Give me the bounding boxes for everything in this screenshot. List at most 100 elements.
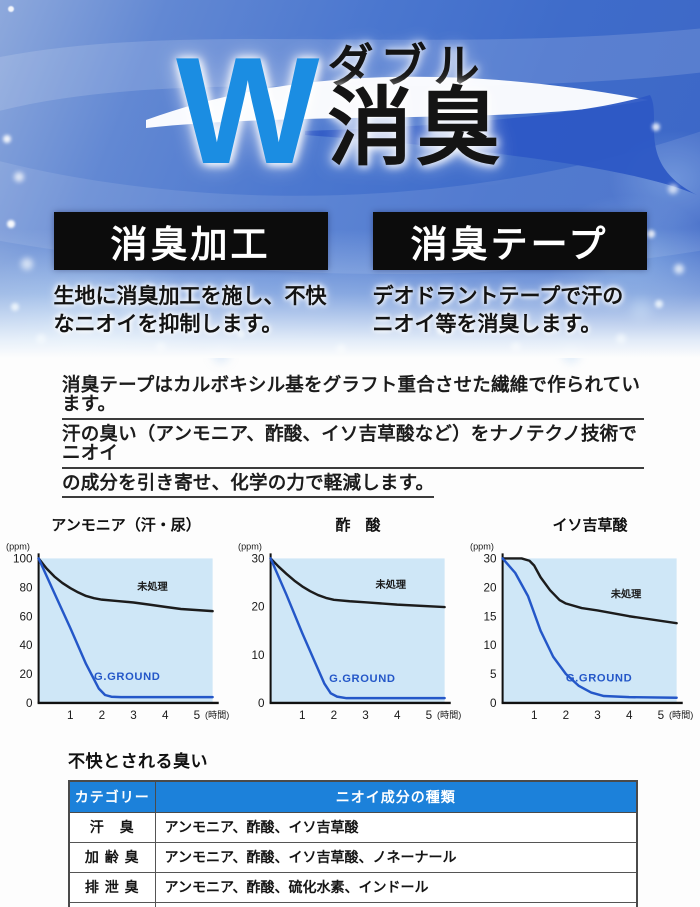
- plot-area: [38, 558, 213, 704]
- feature-box-label: 消臭テープ: [372, 212, 647, 270]
- feature-card-deodorant-tape: 消臭テープ デオドラントテープで汗の ニオイ等を消臭します。: [372, 212, 647, 338]
- y-tick-label: 20: [483, 582, 497, 595]
- chart-title: 酢 酸: [335, 517, 381, 535]
- chart-canvas: 0 20 40 60 80 100 1 2 3 4 5 (ppm) (時間) 未処理 G.GROUND: [6, 541, 229, 722]
- category-cell: 汗 臭: [68, 811, 156, 843]
- feature-cards: 消臭加工 生地に消臭加工を施し、不快 なニオイを抑制します。 消臭テープ デオド…: [0, 212, 700, 338]
- x-unit-label: (時間): [205, 710, 229, 720]
- series-label: G.GROUND: [566, 673, 632, 685]
- table-header-cell: ニオイ成分の種類: [154, 780, 638, 813]
- feature-description-line: ニオイ等を消臭します。: [372, 312, 602, 336]
- y-tick-label: 30: [251, 553, 265, 566]
- series-label: G.GROUND: [329, 673, 395, 685]
- series-line: [37, 557, 214, 699]
- intro-line: 消臭テープはカルボキシル基をグラフト重合させた繊維で作られています。: [62, 375, 644, 420]
- x-tick-label: 2: [331, 709, 338, 722]
- chart-canvas: 0 10 20 30 1 2 3 4 5 (ppm) (時間) 未処理 G.GROUND: [238, 541, 461, 722]
- x-tick-label: 3: [362, 709, 369, 722]
- series-line: [501, 557, 678, 700]
- y-tick-label: 40: [19, 639, 33, 652]
- feature-description-line: 生地に消臭加工を施し、不快: [53, 285, 327, 308]
- x-tick-label: 4: [626, 709, 633, 722]
- x-tick-label: 5: [426, 709, 433, 722]
- series-line: [269, 557, 446, 700]
- y-tick-label: 0: [26, 697, 33, 710]
- feature-box-label: 消臭加工: [53, 212, 328, 270]
- odor-table-title: 不快とされる臭い: [68, 751, 208, 771]
- y-tick-label: 60: [19, 610, 33, 623]
- feature-description: デオドラントテープで汗の ニオイ等を消臭します。: [373, 283, 647, 338]
- y-tick-label: 80: [19, 582, 33, 595]
- intro-paragraph: 消臭テープはカルボキシル基をグラフト重合させた繊維で作られています。 汗の臭い（…: [0, 358, 700, 502]
- x-tick-label: 1: [67, 709, 74, 722]
- y-tick-label: 5: [490, 668, 497, 681]
- hero-title: W ダブル 消臭: [176, 26, 503, 196]
- feature-card-deodorant-finish: 消臭加工 生地に消臭加工を施し、不快 なニオイを抑制します。: [53, 212, 328, 338]
- title-main: 消臭: [327, 81, 504, 177]
- y-tick-label: 20: [19, 668, 33, 681]
- chart-2: イソ吉草酸 0 5 10 15 20 30 1 2 3 4 5 (ppm) (時間) 未処理 G.GROUND: [468, 514, 698, 733]
- intro-line: 汗の臭い（アンモニア、酢酸、イソ吉草酸など）をナノテクノ技術でニオイ: [62, 424, 644, 469]
- x-tick-label: 3: [594, 709, 601, 722]
- components-cell: アンモニア、酢酸、イソ吉草酸、ノネーナール: [154, 841, 638, 873]
- table-row: タバコ臭アンモニア、酢酸、硫化水素、アセトアルデヒド、ビリジン: [68, 901, 638, 907]
- table-header-row: カテゴリー ニオイ成分の種類: [68, 780, 638, 813]
- chart-0: アンモニア（汗・尿） 0 20 40 60 80 100 1 2 3 4 5 (ppm) (時間) 未処理 G…: [4, 514, 234, 733]
- hero-title-japanese: ダブル 消臭: [327, 42, 503, 182]
- series-line: [269, 557, 446, 609]
- series-line: [37, 557, 214, 613]
- x-unit-label: (時間): [437, 710, 461, 720]
- chart-title: イソ吉草酸: [552, 517, 628, 535]
- x-tick-label: 1: [299, 709, 306, 722]
- series-label: 未処理: [610, 588, 642, 601]
- feature-description-line: なニオイを抑制します。: [53, 312, 283, 336]
- odor-table: カテゴリー ニオイ成分の種類 汗 臭アンモニア、酢酸、イソ吉草酸加 齢 臭アンモニ…: [68, 779, 638, 907]
- y-unit-label: (ppm): [470, 541, 494, 551]
- x-tick-label: 5: [194, 709, 201, 722]
- x-tick-label: 2: [99, 709, 106, 722]
- series-label: G.GROUND: [94, 671, 160, 683]
- x-unit-label: (時間): [669, 710, 693, 720]
- series-line: [501, 557, 678, 625]
- y-tick-label: 10: [251, 649, 265, 662]
- y-unit-label: (ppm): [238, 541, 262, 551]
- table-header-cell: カテゴリー: [68, 780, 156, 813]
- feature-description: 生地に消臭加工を施し、不快 なニオイを抑制します。: [54, 283, 328, 338]
- charts-row: アンモニア（汗・尿） 0 20 40 60 80 100 1 2 3 4 5 (ppm) (時間) 未処理 G…: [0, 502, 700, 733]
- x-tick-label: 2: [563, 709, 570, 722]
- plot-area: [502, 558, 677, 704]
- x-tick-label: 4: [394, 709, 401, 722]
- y-tick-label: 0: [258, 697, 265, 710]
- feature-description-line: デオドラントテープで汗の: [372, 285, 624, 308]
- x-tick-label: 4: [162, 709, 169, 722]
- category-cell: 加 齢 臭: [68, 841, 156, 873]
- y-tick-label: 30: [483, 553, 497, 566]
- y-tick-label: 100: [13, 553, 33, 566]
- table-row: 加 齢 臭アンモニア、酢酸、イソ吉草酸、ノネーナール: [68, 841, 638, 873]
- chart-canvas: 0 5 10 15 20 30 1 2 3 4 5 (ppm) (時間) 未処理 G.GROUND: [470, 541, 693, 722]
- y-tick-label: 10: [483, 639, 497, 652]
- odor-section: 不快とされる臭い カテゴリー ニオイ成分の種類 汗 臭アンモニア、酢酸、イソ吉草酸…: [0, 734, 700, 907]
- components-cell: アンモニア、酢酸、硫化水素、インドール: [154, 871, 638, 903]
- y-tick-label: 15: [483, 610, 497, 623]
- x-tick-label: 1: [531, 709, 538, 722]
- table-row: 汗 臭アンモニア、酢酸、イソ吉草酸: [68, 811, 638, 843]
- intro-line: の成分を引き寄せ、化学の力で軽減します。: [62, 472, 435, 499]
- hero-banner: W ダブル 消臭 消臭加工 生地に消臭加工を施し、不快 なニオイを抑制します。 …: [0, 0, 700, 358]
- y-tick-label: 0: [490, 697, 497, 710]
- x-tick-label: 3: [130, 709, 137, 722]
- table-row: 排 泄 臭アンモニア、酢酸、硫化水素、インドール: [68, 871, 638, 903]
- series-label: 未処理: [136, 580, 168, 593]
- bokeh-sparkles-decoration: [8, 6, 14, 12]
- components-cell: アンモニア、酢酸、イソ吉草酸: [154, 811, 638, 843]
- series-label: 未処理: [375, 578, 407, 591]
- chart-title: アンモニア（汗・尿）: [51, 517, 201, 535]
- category-cell: 排 泄 臭: [68, 871, 156, 903]
- y-unit-label: (ppm): [6, 541, 30, 551]
- plot-area: [270, 558, 445, 704]
- chart-1: 酢 酸 0 10 20 30 1 2 3 4 5 (ppm) (時間) 未処理 G.GROUND: [236, 514, 466, 733]
- w-letter: W: [176, 26, 319, 196]
- x-tick-label: 5: [658, 709, 665, 722]
- category-cell: タバコ臭: [68, 901, 156, 907]
